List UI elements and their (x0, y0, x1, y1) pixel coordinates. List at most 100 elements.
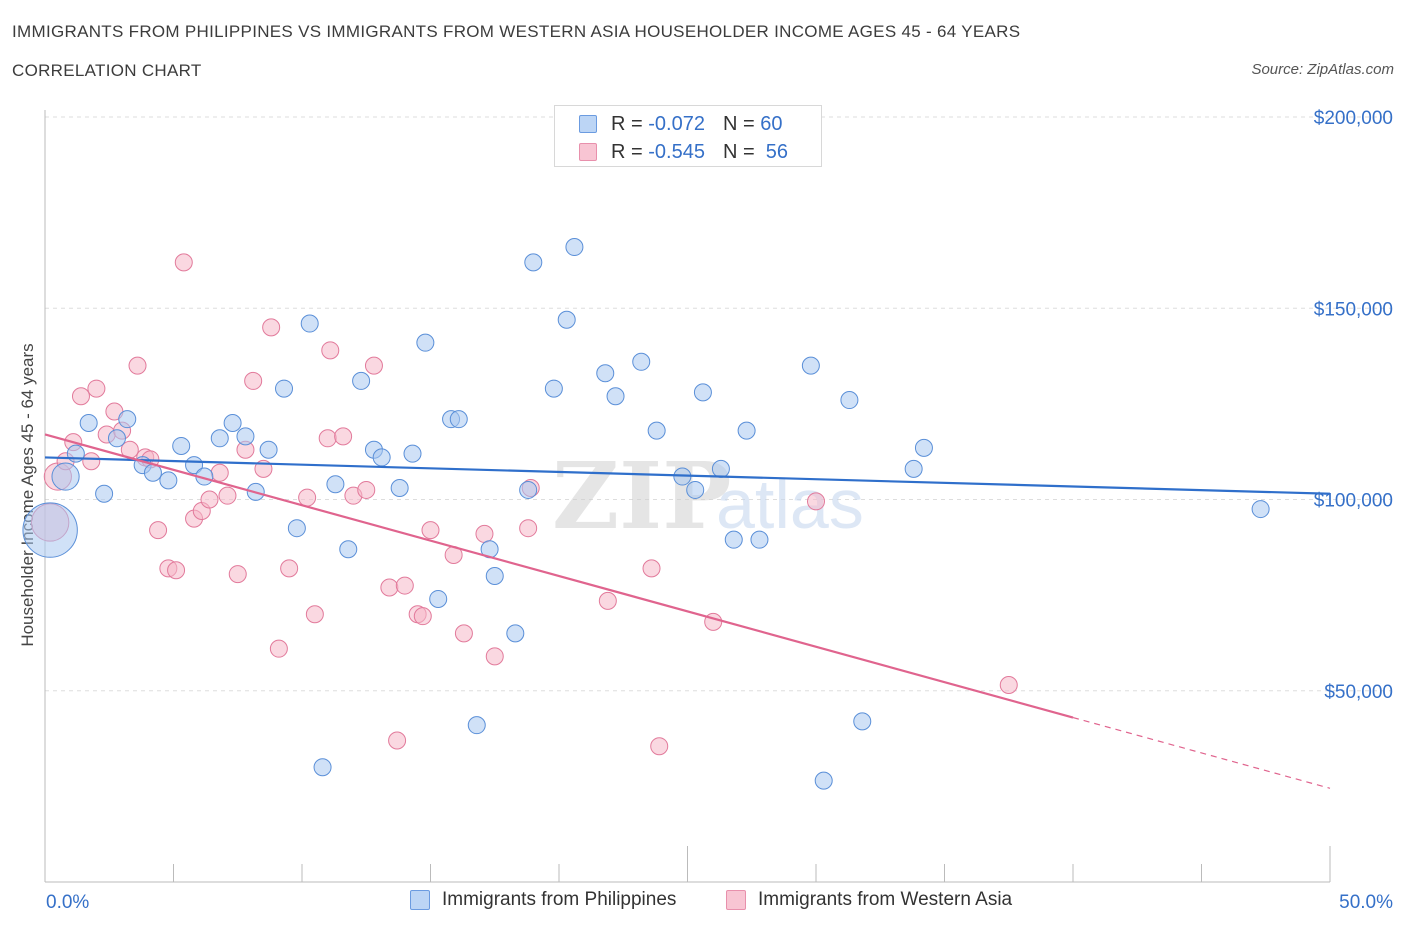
point-western-asia (269, 639, 288, 658)
point-philippines (557, 310, 576, 329)
point-western-asia (210, 463, 229, 482)
point-western-asia (200, 490, 219, 509)
point-philippines (724, 530, 743, 549)
point-philippines (287, 519, 306, 538)
point-western-asia (244, 371, 263, 390)
point-western-asia (87, 379, 106, 398)
y-tick-label: $200,000 (1314, 108, 1393, 129)
point-philippines (390, 479, 409, 498)
point-philippines (801, 356, 820, 375)
r-label: R = (611, 140, 643, 163)
point-western-asia (421, 521, 440, 540)
point-philippines (118, 410, 137, 429)
point-western-asia (380, 578, 399, 597)
point-philippines (485, 567, 504, 585)
x-tick-label-start: 0.0% (46, 892, 89, 913)
point-philippines (172, 436, 191, 455)
point-philippines (693, 383, 712, 402)
point-western-asia (82, 452, 101, 471)
point-western-asia (174, 253, 193, 272)
point-western-asia (475, 524, 494, 543)
point-philippines (565, 238, 584, 257)
point-philippines (1251, 500, 1270, 519)
r-value: -0.545 (648, 140, 705, 163)
point-philippines (506, 624, 525, 643)
point-western-asia (149, 521, 168, 540)
point-philippines (750, 530, 769, 549)
point-western-asia (167, 561, 186, 580)
watermark-zip: ZIP (552, 442, 731, 550)
point-philippines (403, 444, 422, 463)
axes (44, 110, 1331, 883)
legend-label-western-asia: Immigrants from Western Asia (758, 889, 1013, 910)
series-legend: Immigrants from Philippines Immigrants f… (0, 889, 1406, 915)
tick-labels: $50,000 $100,000 $150,000 $200,000 0.0% 50.0% (46, 108, 1393, 913)
point-philippines (22, 502, 78, 558)
point-western-asia (228, 565, 247, 584)
point-western-asia (262, 318, 281, 337)
point-philippines (711, 459, 730, 478)
swatch-western-asia (579, 143, 597, 161)
trend-line-western-asia-extension (1072, 716, 1331, 789)
point-western-asia (128, 356, 147, 375)
point-philippines (107, 429, 126, 448)
point-philippines (904, 459, 923, 478)
point-philippines (236, 427, 255, 446)
point-philippines (372, 448, 391, 467)
point-western-asia (280, 559, 299, 578)
trend-lines (44, 433, 1331, 789)
point-western-asia (334, 427, 353, 446)
y-tick-label: $100,000 (1314, 491, 1393, 512)
x-tick-label-end: 50.0% (1339, 892, 1393, 913)
n-value: 60 (760, 112, 783, 135)
point-philippines (544, 379, 563, 398)
point-philippines (814, 771, 833, 790)
legend-item-philippines[interactable]: Immigrants from Philippines (410, 889, 676, 911)
point-philippines (449, 410, 468, 429)
point-philippines (606, 387, 625, 406)
swatch-western-asia (726, 890, 746, 910)
gridlines (45, 116, 1392, 692)
point-western-asia (218, 486, 237, 505)
point-western-asia (357, 480, 376, 499)
source-label: Source: ZipAtlas.com (1251, 61, 1394, 78)
point-philippines (51, 462, 80, 491)
n-value: 56 (765, 140, 789, 163)
point-philippines (326, 475, 345, 494)
point-philippines (159, 471, 178, 490)
legend-label-philippines: Immigrants from Philippines (442, 889, 677, 910)
correlation-legend: R = -0.072 N = 60 R = -0.545 N = 56 (554, 105, 822, 167)
r-label: R = (611, 112, 643, 135)
point-philippines (632, 352, 651, 371)
point-western-asia (305, 605, 324, 624)
legend-row-western-asia: R = -0.545 N = 56 (579, 140, 788, 164)
point-western-asia (388, 731, 407, 750)
n-label: N = (722, 112, 755, 135)
point-philippines (416, 333, 435, 352)
point-western-asia (999, 676, 1018, 695)
point-western-asia (395, 576, 414, 595)
point-western-asia (318, 429, 337, 448)
point-philippines (467, 716, 486, 735)
n-label: N = (722, 140, 755, 163)
legend-item-western-asia[interactable]: Immigrants from Western Asia (726, 889, 1012, 911)
swatch-philippines (579, 115, 597, 133)
point-philippines (339, 540, 358, 559)
point-western-asia (519, 519, 538, 538)
point-western-asia (650, 737, 669, 756)
r-value: -0.072 (648, 112, 705, 135)
point-philippines (259, 440, 278, 459)
point-philippines (737, 421, 756, 440)
point-philippines (596, 364, 615, 383)
data-points (22, 238, 1270, 790)
point-philippines (313, 758, 332, 777)
point-western-asia (454, 624, 473, 643)
point-western-asia (413, 607, 432, 626)
point-western-asia (298, 488, 317, 507)
point-philippines (914, 438, 933, 457)
point-western-asia (321, 341, 340, 360)
point-philippines (300, 314, 319, 333)
chart-subtitle: CORRELATION CHART (12, 61, 202, 80)
y-tick-label: $150,000 (1314, 299, 1393, 320)
